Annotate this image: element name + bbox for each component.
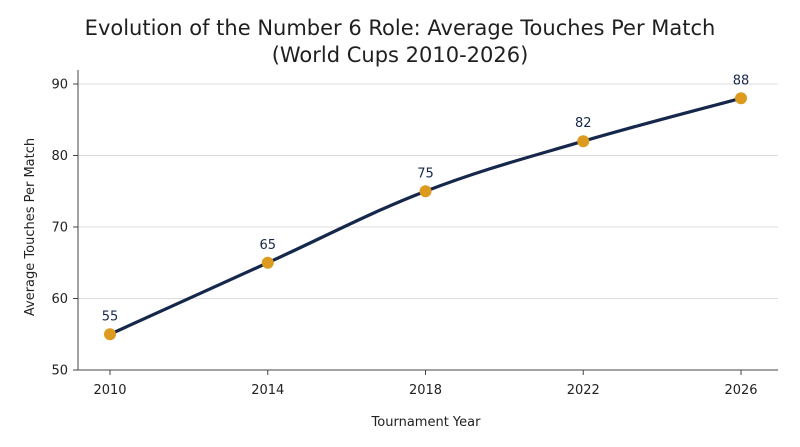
data-point-2022 [577,135,590,148]
x-axis-label: Tournament Year [371,415,482,430]
chart-title-line-1: Evolution of the Number 6 Role: Average … [85,16,716,40]
data-label-2018: 75 [417,166,434,181]
data-point-2014 [261,256,274,269]
data-label-2010: 55 [102,309,119,324]
data-point-2010 [104,328,116,341]
y-tick-label-50: 50 [51,364,68,379]
data-point-2026 [735,92,747,105]
x-tick-label-2022: 2022 [567,383,600,398]
chart-title-line-2: (World Cups 2010-2026) [272,43,529,67]
y-tick-label-60: 60 [51,292,68,307]
markers [104,92,747,341]
chart-title: Evolution of the Number 6 Role: Average … [85,16,716,67]
data-labels: 55 65 75 82 88 [102,73,750,324]
x-tick-label-2014: 2014 [251,383,284,398]
data-label-2026: 88 [733,73,750,88]
x-tick-label-2018: 2018 [409,383,442,398]
y-tick-label-80: 80 [51,149,68,164]
data-label-2014: 65 [259,238,276,253]
x-tick-label-2026: 2026 [724,383,757,398]
y-axis-ticks: 50 60 70 80 90 [51,78,78,379]
x-tick-label-2010: 2010 [93,383,126,398]
data-label-2022: 82 [575,116,592,131]
data-point-2018 [419,185,432,198]
y-tick-label-70: 70 [51,221,68,236]
x-axis-ticks: 2010 2014 2018 2022 2026 [93,370,758,398]
y-tick-label-90: 90 [51,78,68,93]
axes [77,70,778,371]
gridlines [78,83,778,299]
y-axis-label: Average Touches Per Match [23,138,38,316]
